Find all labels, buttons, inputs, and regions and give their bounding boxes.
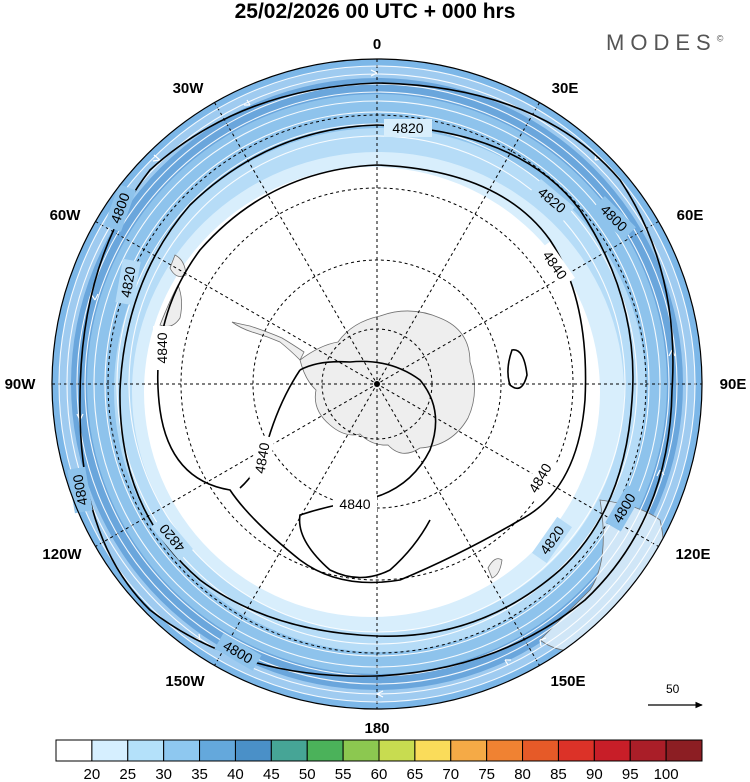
colorbar-box <box>665 739 703 762</box>
lon-label-0: 0 <box>373 36 381 53</box>
lon-label-120w: 120W <box>42 546 82 563</box>
colorbar-tick-label: 100 <box>654 766 679 781</box>
colorbar-box <box>629 739 667 762</box>
colorbar-box <box>522 739 559 762</box>
colorbar-tick-label: 90 <box>586 766 603 781</box>
colorbar-ticks: 20 25 30 35 40 45 50 55 60 65 70 75 80 85 90 95 100 <box>84 766 679 781</box>
colorbar-box <box>486 739 524 762</box>
lon-label-150w: 150W <box>165 673 205 690</box>
map-title: 25/02/2026 00 UTC + 000 hrs <box>234 0 516 23</box>
contour-label-4820: 4820 <box>117 265 138 299</box>
lon-label-60e: 60E <box>677 207 704 224</box>
colorbar-tick-label: 70 <box>442 766 459 781</box>
colorbar-box <box>163 739 201 762</box>
colorbar-tick-label: 65 <box>407 766 424 781</box>
wind-streamlines <box>58 65 696 703</box>
contour-label-4820: 4820 <box>392 120 423 136</box>
colorbar-box <box>199 739 236 762</box>
colorbar-box <box>234 739 272 762</box>
colorbar-tick-label: 25 <box>119 766 136 781</box>
colorbar-box <box>55 739 93 762</box>
colorbar-tick-label: 45 <box>263 766 280 781</box>
colorbar-box <box>593 739 631 762</box>
lon-label-90w: 90W <box>5 376 37 393</box>
contour-label-4840: 4840 <box>154 332 170 363</box>
colorbar-tick-label: 40 <box>227 766 244 781</box>
colorbar-tick-label: 85 <box>550 766 567 781</box>
colorbar-tick-label: 95 <box>622 766 639 781</box>
lon-label-60w: 60W <box>50 207 82 224</box>
colorbar-tick-label: 30 <box>155 766 172 781</box>
colorbar: 20 25 30 35 40 45 50 55 60 65 70 75 80 85 90 95 100 <box>55 739 703 781</box>
colorbar-box <box>270 739 308 762</box>
colorbar-tick-label: 55 <box>335 766 352 781</box>
south-pole-marker <box>374 381 380 387</box>
colorbar-box <box>91 739 129 762</box>
colorbar-boxes <box>55 739 703 762</box>
brand-name: MODES <box>606 30 717 55</box>
reference-vector-value: 50 <box>666 682 680 696</box>
colorbar-tick-label: 35 <box>191 766 208 781</box>
contour-label-4840: 4840 <box>339 496 370 512</box>
colorbar-box <box>450 739 488 762</box>
lon-label-30e: 30E <box>552 80 579 97</box>
colorbar-tick-label: 20 <box>84 766 101 781</box>
contour-label-4840: 4840 <box>251 441 272 475</box>
colorbar-tick-label: 80 <box>514 766 531 781</box>
colorbar-tick-label: 75 <box>478 766 495 781</box>
colorbar-box <box>127 739 165 762</box>
colorbar-box <box>306 739 344 762</box>
brand-mark: © <box>716 33 724 44</box>
brand-logo: MODES© <box>606 30 723 56</box>
lon-label-180: 180 <box>364 720 389 737</box>
colorbar-tick-label: 50 <box>299 766 316 781</box>
colorbar-box <box>414 739 452 762</box>
lon-label-90e: 90E <box>720 376 747 393</box>
contour-label-4800: 4800 <box>69 473 90 507</box>
map-border <box>51 58 703 710</box>
colorbar-box <box>378 739 416 762</box>
longitude-labels: 0 30E 60E 90E 120E 150E 180 150W 120W 90… <box>5 36 747 737</box>
lon-label-150e: 150E <box>550 673 585 690</box>
lon-label-30w: 30W <box>173 80 205 97</box>
colorbar-box <box>342 739 380 762</box>
lon-label-120e: 120E <box>675 546 710 563</box>
colorbar-box <box>557 739 595 762</box>
colorbar-tick-label: 60 <box>371 766 388 781</box>
